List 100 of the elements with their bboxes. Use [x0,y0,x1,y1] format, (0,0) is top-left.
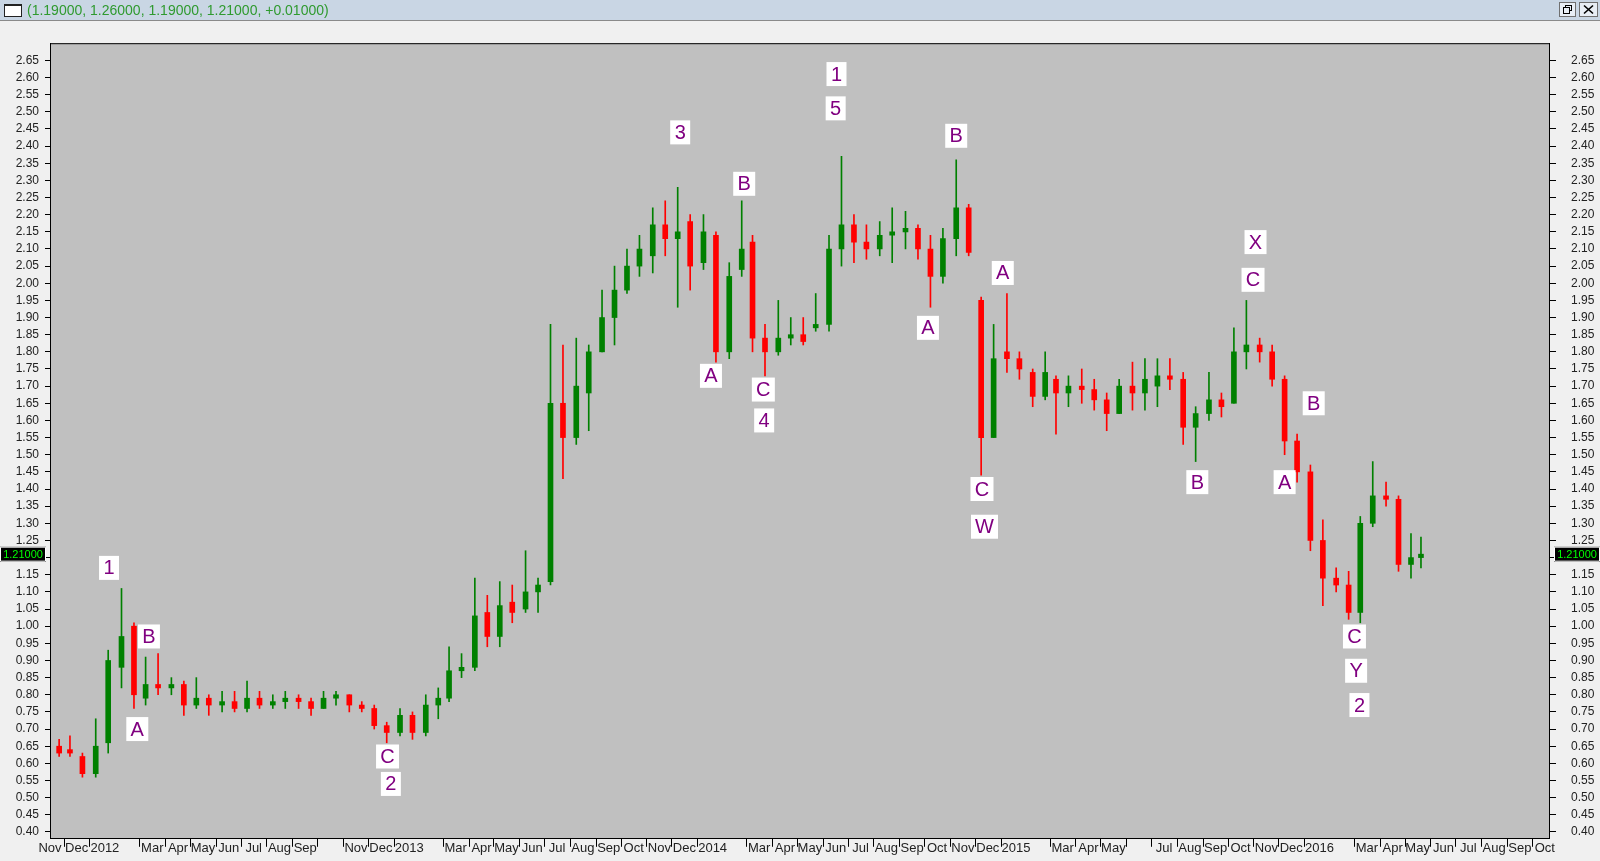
x-tick-label: May [797,840,823,856]
y2-tick-label: 0.65 [1571,738,1595,753]
candlestick [1167,358,1173,390]
y2-tick-label: 0.45 [1571,807,1595,822]
annotation: 3 [674,120,686,143]
y2-tick-label: 1.35 [1571,498,1595,513]
y-tick-label: 1.15 [15,567,40,582]
y2-tick-label: 2.20 [1571,206,1595,221]
x-tick-label: Mar [747,840,772,856]
y-tick-label: 2.25 [15,189,40,204]
annotation: Y [1349,659,1363,682]
annotation: 5 [830,96,842,119]
x-tick-label: Mar [1355,840,1379,856]
x-tick-label: Apr [471,840,493,856]
x-tick-label: Nov [1254,840,1279,856]
y-tick-label: 2.50 [15,104,40,119]
annotation: C [974,477,990,500]
x-tick-label: Aug [1178,840,1202,856]
annotation: A [996,261,1011,284]
annotation: A [921,316,936,339]
y-tick-label: 0.50 [15,789,40,804]
y-tick-label: 1.95 [15,292,40,307]
x-tick-label: May [1101,840,1127,856]
y2-tick-label: 2.10 [1571,241,1595,256]
candlestick [155,653,161,696]
y2-tick-label: 0.90 [1571,652,1595,667]
x-tick-label: Dec [369,840,393,856]
y2-tick-label: 1.30 [1571,515,1595,530]
y-tick-label: 2.05 [15,258,40,273]
y2-tick-label: 1.90 [1571,309,1595,324]
x-tick-label: Apr [1078,840,1100,856]
y2-tick-label: 1.15 [1571,567,1595,582]
y2-tick-label: 1.85 [1571,327,1595,341]
x-tick-label: Jun [825,840,847,856]
x-tick-label: Jul [1155,840,1173,856]
y2-tick-label: 2.25 [1571,189,1595,204]
y2-tick-label: 2.30 [1571,172,1595,187]
x-tick-label: Apr [167,840,189,856]
y-tick-label: 0.55 [15,772,40,787]
y2-tick-label: 2.35 [1571,155,1595,170]
candlestick [1004,293,1010,373]
y2-tick-label: 1.10 [1571,584,1595,599]
y-tick-label: 1.50 [15,447,40,462]
candlestick [269,694,276,709]
y2-tick-label: 1.50 [1571,447,1595,462]
y2-tick-label: 2.00 [1571,275,1595,290]
candlestick [1383,481,1389,507]
x-tick-label: Aug [874,840,898,856]
x-tick-label: Apr [774,840,796,856]
candlestick [674,186,681,308]
y2-tick-label: 0.40 [1571,824,1595,839]
x-tick-label: Nov [344,840,369,856]
x-tick-label: Jul [1460,840,1477,856]
x-tick-label: Mar [1051,840,1075,856]
annotation: 2 [1353,693,1366,716]
y2-tick-label: 2.55 [1571,86,1595,101]
y-tick-label: 1.05 [15,601,40,616]
y2-tick-label: 2.40 [1571,138,1595,153]
x-tick-label: Oct [926,840,948,856]
y-tick-label: 1.40 [15,481,40,496]
y-tick-label: 0.70 [15,721,40,736]
annotation: 1 [103,556,115,579]
y-tick-label: 1.10 [15,584,40,599]
candlestick [889,207,896,264]
y-tick-label: 0.45 [15,807,40,822]
x-tick-label: Aug [1482,840,1506,856]
x-tick-label: Mar [444,840,468,856]
x-tick-label: Jul [548,840,566,856]
candlestick [1408,533,1414,579]
y-tick-label: 2.35 [15,155,40,170]
annotation: B [142,624,156,647]
y2-tick-label: 0.85 [1571,669,1595,684]
y-tick-label: 1.65 [15,395,40,410]
annotation: A [704,364,719,387]
y-tick-label: 2.55 [15,86,40,101]
x-tick-label: Oct [1534,840,1556,856]
x-tick-label: Apr [1382,840,1404,856]
y-tick-label: 1.55 [15,429,40,444]
annotation: C [380,745,395,768]
annotation: B [737,172,751,195]
y-tick-label: 1.90 [15,309,40,324]
x-tick-label: Mar [141,840,165,856]
x-tick-label: 2012 [90,840,120,856]
x-tick-label: Dec [672,840,697,856]
annotation: X [1248,230,1263,253]
y-tick-label: 0.40 [15,824,40,839]
y2-tick-label: 2.05 [1571,258,1595,273]
x-tick-label: 2014 [698,840,728,856]
annotation: C [1245,268,1261,291]
x-tick-label: Jun [521,840,543,856]
y2-tick-label: 1.65 [1571,395,1595,410]
y-tick-label: 0.95 [15,635,40,650]
candlestick [812,293,819,332]
y2-tick-label: 1.70 [1571,378,1595,393]
y-tick-label: 1.70 [15,378,40,393]
y-tick-label: 1.75 [15,361,40,376]
y-tick-label: 2.45 [15,121,40,136]
annotation: C [1347,624,1362,647]
y-tick-label: 2.65 [15,52,40,67]
x-tick-label: Oct [623,840,645,856]
